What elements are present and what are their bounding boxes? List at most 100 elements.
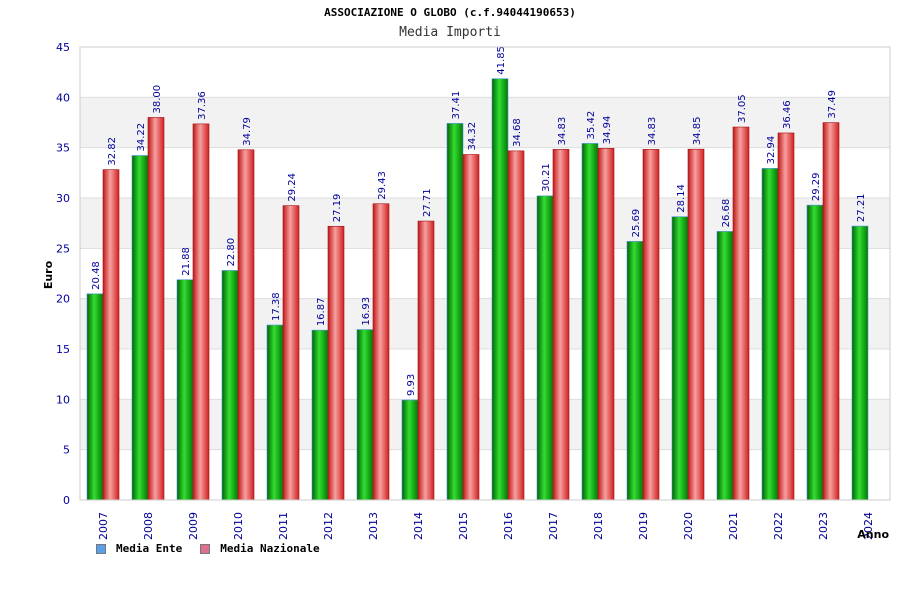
bar-media-nazionale [687, 148, 705, 501]
data-label-media-nazionale: 29.24 [287, 173, 298, 202]
data-label-media-nazionale: 34.79 [242, 117, 253, 146]
bar-media-ente [761, 168, 779, 501]
bar-media-nazionale [327, 225, 345, 501]
data-label-media-ente: 28.14 [676, 184, 687, 213]
data-label-media-ente: 34.22 [136, 123, 147, 152]
bar-media-ente [491, 78, 509, 501]
data-label-media-nazionale: 27.19 [332, 194, 343, 223]
bar-media-nazionale [237, 149, 255, 501]
y-tick-label: 0 [63, 494, 70, 507]
x-tick-label: 2010 [232, 512, 245, 540]
y-tick-label: 40 [56, 91, 70, 104]
bar-media-nazionale [192, 123, 210, 501]
data-label-media-ente: 21.88 [181, 247, 192, 276]
data-label-media-ente: 16.87 [316, 298, 327, 327]
data-label-media-ente: 41.85 [496, 46, 507, 75]
data-label-media-nazionale: 37.49 [827, 90, 838, 119]
bar-media-nazionale [462, 154, 480, 501]
legend-label-nazionale: Media Nazionale [220, 542, 320, 555]
bar-media-nazionale [102, 169, 120, 501]
data-label-media-ente: 16.93 [361, 297, 372, 326]
x-tick-label: 2019 [637, 512, 650, 540]
data-label-media-nazionale: 36.46 [782, 100, 793, 129]
data-label-media-ente: 20.48 [91, 261, 102, 290]
chart-subtitle: Media Importi [399, 25, 501, 40]
data-label-media-ente: 27.21 [856, 193, 867, 222]
legend-label-ente: Media Ente [116, 542, 183, 555]
x-tick-label: 2015 [457, 512, 470, 540]
bar-media-nazionale [642, 149, 660, 501]
data-label-media-nazionale: 29.43 [377, 171, 388, 200]
data-label-media-nazionale: 34.83 [557, 117, 568, 146]
grid-band [80, 97, 890, 148]
data-label-media-nazionale: 32.82 [107, 137, 118, 166]
bar-media-nazionale [822, 122, 840, 501]
data-label-media-ente: 37.41 [451, 91, 462, 120]
bar-media-ente [176, 279, 194, 501]
data-label-media-nazionale: 38.00 [152, 85, 163, 114]
legend-swatch-ente [96, 543, 106, 554]
bar-media-nazionale [417, 220, 435, 501]
y-tick-label: 5 [63, 444, 70, 457]
bar-media-nazionale [732, 126, 750, 501]
data-label-media-ente: 30.21 [541, 163, 552, 192]
data-label-media-nazionale: 34.68 [512, 118, 523, 147]
x-tick-label: 2012 [322, 512, 335, 540]
bar-media-ente [311, 329, 329, 501]
bar-media-ente [671, 216, 689, 501]
data-label-media-nazionale: 34.32 [467, 122, 478, 151]
legend: Media Ente Media Nazionale [96, 542, 338, 555]
x-tick-label: 2009 [187, 512, 200, 540]
bar-media-ente [356, 329, 374, 501]
data-label-media-ente: 25.69 [631, 209, 642, 238]
data-label-media-ente: 32.94 [766, 136, 777, 165]
data-label-media-nazionale: 34.85 [692, 117, 703, 146]
data-label-media-nazionale: 37.36 [197, 91, 208, 120]
data-label-media-nazionale: 37.05 [737, 94, 748, 123]
grid-band [80, 298, 890, 349]
data-label-media-nazionale: 34.83 [647, 117, 658, 146]
x-tick-label: 2022 [772, 512, 785, 540]
bar-media-ente [401, 399, 419, 501]
bar-media-ente [221, 270, 239, 501]
bar-media-ente [581, 143, 599, 501]
bar-media-nazionale [777, 132, 795, 501]
grid-band [80, 399, 890, 450]
legend-item-ente: Media Ente [96, 542, 182, 555]
bar-media-ente [851, 225, 869, 501]
chart-title: ASSOCIAZIONE O GLOBO (c.f.94044190653) [324, 6, 576, 19]
x-tick-label: 2008 [142, 512, 155, 540]
legend-swatch-nazionale [200, 543, 211, 554]
bar-media-ente [716, 231, 734, 501]
bar-media-ente [86, 293, 104, 501]
bar-media-ente [266, 324, 284, 501]
x-tick-label: 2017 [547, 512, 560, 540]
bar-media-ente [131, 155, 149, 501]
bar-media-nazionale [147, 117, 165, 501]
plot-frame [79, 46, 891, 501]
x-tick-label: 2020 [682, 512, 695, 540]
data-label-media-ente: 26.68 [721, 199, 732, 228]
y-axis-title: Euro [42, 260, 55, 289]
x-tick-label: 2021 [727, 512, 740, 540]
bar-media-nazionale [552, 149, 570, 501]
data-label-media-nazionale: 27.71 [422, 188, 433, 217]
legend-item-nazionale: Media Nazionale [200, 542, 320, 555]
x-tick-label: 2023 [817, 512, 830, 540]
bar-media-ente [806, 204, 824, 501]
bar-media-ente [536, 195, 554, 501]
x-tick-label: 2018 [592, 512, 605, 540]
y-tick-label: 30 [56, 192, 70, 205]
data-label-media-ente: 17.38 [271, 292, 282, 321]
data-label-media-nazionale: 34.94 [602, 116, 613, 145]
y-tick-label: 45 [56, 41, 70, 54]
bar-media-nazionale [597, 147, 615, 501]
bar-media-nazionale [372, 203, 390, 501]
data-label-media-ente: 35.42 [586, 111, 597, 140]
bar-media-nazionale [507, 150, 525, 501]
x-tick-label: 2024 [862, 512, 875, 540]
bar-media-nazionale [282, 205, 300, 501]
data-label-media-ente: 9.93 [406, 374, 417, 396]
